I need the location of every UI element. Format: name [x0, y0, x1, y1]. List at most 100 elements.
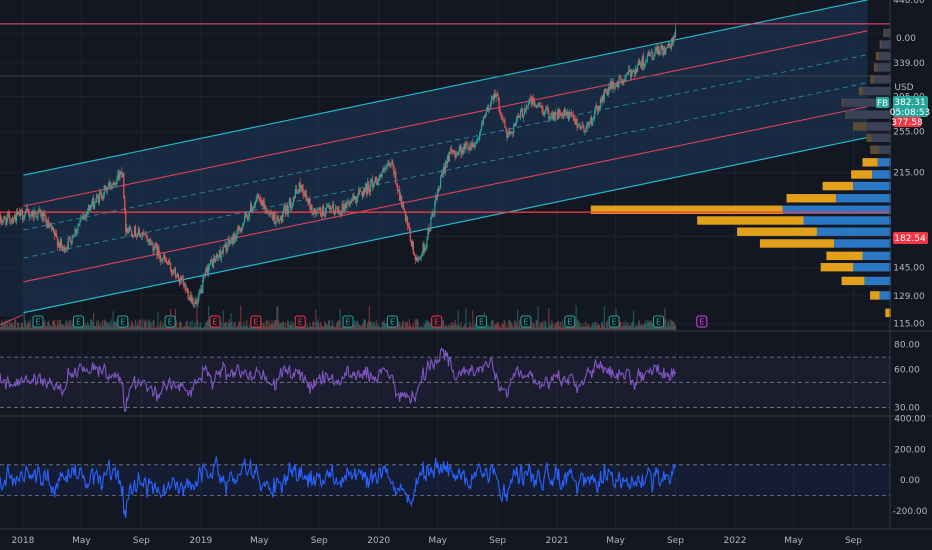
candle[interactable]	[426, 235, 428, 251]
candle[interactable]	[85, 213, 87, 222]
candle[interactable]	[261, 199, 263, 207]
candle[interactable]	[358, 185, 360, 196]
candle[interactable]	[120, 170, 122, 175]
candle[interactable]	[11, 217, 13, 226]
candle[interactable]	[180, 275, 182, 284]
candle[interactable]	[15, 208, 18, 225]
candle[interactable]	[50, 222, 52, 228]
candle[interactable]	[368, 186, 371, 196]
candle[interactable]	[577, 124, 579, 129]
candle[interactable]	[561, 111, 564, 117]
candle[interactable]	[255, 195, 257, 204]
candle[interactable]	[38, 205, 40, 214]
candle[interactable]	[269, 210, 271, 218]
candle[interactable]	[111, 184, 113, 191]
candle[interactable]	[618, 74, 620, 88]
candle[interactable]	[507, 131, 509, 139]
candle[interactable]	[399, 185, 401, 202]
candle[interactable]	[25, 204, 27, 214]
candle[interactable]	[205, 267, 207, 278]
candle[interactable]	[187, 288, 189, 301]
candle[interactable]	[57, 239, 60, 248]
candle[interactable]	[592, 118, 594, 126]
candle[interactable]	[290, 202, 293, 212]
candle[interactable]	[92, 194, 95, 210]
candle[interactable]	[48, 216, 50, 229]
candle[interactable]	[20, 207, 23, 215]
candle[interactable]	[608, 86, 610, 94]
candle[interactable]	[537, 102, 539, 108]
candle[interactable]	[328, 202, 331, 212]
candle[interactable]	[379, 172, 381, 180]
candle[interactable]	[454, 150, 456, 161]
candle[interactable]	[628, 65, 630, 76]
candle[interactable]	[356, 196, 358, 207]
candle[interactable]	[624, 74, 626, 82]
candle[interactable]	[393, 164, 395, 177]
candle[interactable]	[247, 213, 250, 222]
candle[interactable]	[33, 207, 35, 222]
candle[interactable]	[484, 113, 487, 119]
profile-row[interactable]	[851, 170, 891, 179]
profile-row[interactable]	[870, 75, 891, 84]
candle[interactable]	[453, 149, 455, 156]
candle[interactable]	[516, 115, 518, 127]
candle[interactable]	[634, 65, 637, 77]
candle[interactable]	[492, 93, 494, 104]
candle[interactable]	[319, 206, 321, 211]
candle[interactable]	[241, 226, 243, 234]
candle[interactable]	[647, 49, 649, 57]
candle[interactable]	[452, 149, 454, 155]
candle[interactable]	[208, 263, 211, 271]
candle[interactable]	[455, 150, 457, 159]
candle[interactable]	[580, 125, 582, 131]
candle[interactable]	[545, 105, 547, 114]
candle[interactable]	[559, 110, 562, 117]
candle[interactable]	[225, 241, 227, 255]
candle[interactable]	[97, 193, 100, 205]
candle[interactable]	[532, 94, 534, 106]
candle[interactable]	[420, 254, 422, 262]
profile-row[interactable]	[873, 63, 891, 72]
candle[interactable]	[590, 116, 592, 124]
candle[interactable]	[293, 196, 295, 202]
candle[interactable]	[604, 87, 606, 93]
candle[interactable]	[660, 44, 662, 56]
candle[interactable]	[104, 185, 106, 190]
candle[interactable]	[331, 201, 334, 209]
candle[interactable]	[327, 203, 330, 209]
candle[interactable]	[373, 179, 375, 187]
candle[interactable]	[497, 93, 499, 101]
candle[interactable]	[635, 67, 638, 74]
candle[interactable]	[71, 234, 73, 245]
candle[interactable]	[80, 214, 82, 222]
candle[interactable]	[86, 211, 88, 222]
candle[interactable]	[26, 204, 28, 212]
earnings-marker[interactable]: E	[431, 315, 443, 328]
rsi-line[interactable]	[0, 347, 677, 412]
candle[interactable]	[672, 35, 675, 47]
candle[interactable]	[285, 204, 288, 216]
candle[interactable]	[670, 44, 672, 50]
candle[interactable]	[479, 129, 482, 137]
candle[interactable]	[239, 225, 241, 234]
candle[interactable]	[281, 215, 283, 224]
candle[interactable]	[538, 102, 540, 108]
candle[interactable]	[609, 78, 611, 91]
candle[interactable]	[629, 65, 631, 73]
earnings-marker[interactable]: E	[476, 315, 488, 328]
candle[interactable]	[228, 235, 230, 247]
candle[interactable]	[475, 141, 477, 148]
candle[interactable]	[119, 170, 121, 182]
candle[interactable]	[541, 102, 543, 113]
candle[interactable]	[296, 189, 298, 195]
candle[interactable]	[167, 261, 169, 266]
candle[interactable]	[14, 213, 16, 220]
candle[interactable]	[116, 175, 118, 187]
candle[interactable]	[546, 105, 548, 111]
candle[interactable]	[633, 67, 635, 73]
candle[interactable]	[258, 196, 260, 203]
candle[interactable]	[309, 195, 311, 212]
candle[interactable]	[158, 244, 160, 259]
candle[interactable]	[355, 195, 357, 205]
